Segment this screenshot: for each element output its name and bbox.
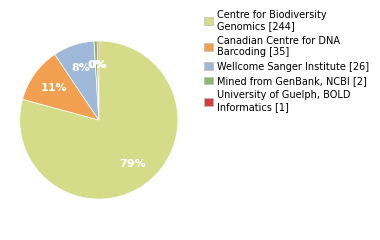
Legend: Centre for Biodiversity
Genomics [244], Canadian Centre for DNA
Barcoding [35], : Centre for Biodiversity Genomics [244], … [204, 10, 369, 112]
Text: 79%: 79% [119, 159, 146, 169]
Text: 0%: 0% [87, 60, 106, 70]
Wedge shape [97, 41, 99, 120]
Text: 0%: 0% [89, 60, 108, 70]
Text: 11%: 11% [41, 83, 67, 93]
Wedge shape [20, 41, 178, 199]
Wedge shape [94, 41, 99, 120]
Text: 8%: 8% [71, 63, 90, 72]
Wedge shape [22, 54, 99, 120]
Wedge shape [55, 41, 99, 120]
